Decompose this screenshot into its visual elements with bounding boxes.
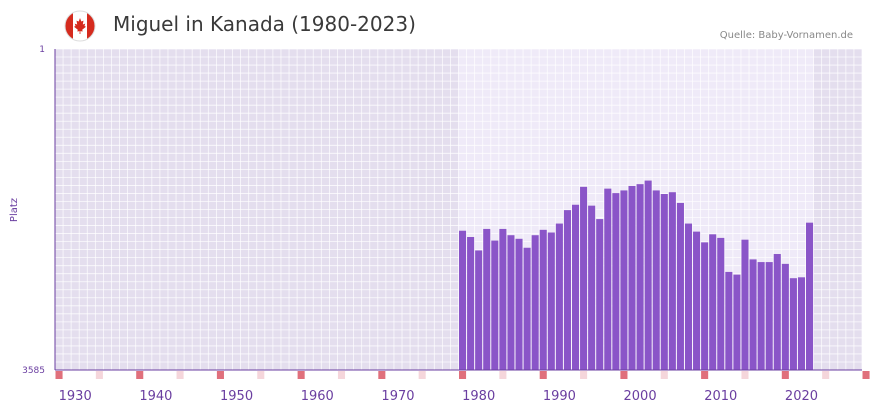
bar-1999: [628, 185, 636, 370]
bar-2002: [652, 190, 660, 370]
x-tick-2020: 2020: [785, 389, 818, 404]
bar-1988: [539, 229, 547, 370]
x-tick-1980: 1980: [462, 389, 495, 404]
bar-1985: [515, 238, 523, 370]
bar-1983: [499, 228, 507, 370]
marker-decade: [136, 371, 144, 379]
marker-decade: [459, 371, 467, 379]
marker-half-decade: [176, 371, 184, 379]
marker-half-decade: [418, 371, 426, 379]
marker-decade: [539, 371, 547, 379]
x-tick-1940: 1940: [139, 389, 172, 404]
bar-1995: [596, 219, 604, 370]
bar-1998: [620, 190, 628, 370]
bar-1993: [580, 186, 588, 370]
bar-2003: [660, 194, 668, 370]
bar-2007: [693, 231, 701, 370]
marker-half-decade: [95, 371, 103, 379]
bar-1992: [571, 204, 580, 370]
x-tick-1990: 1990: [543, 389, 576, 404]
bar-1980: [475, 250, 483, 370]
bar-2006: [684, 223, 693, 370]
bar-2000: [636, 184, 644, 370]
bar-1991: [563, 210, 571, 370]
y-tick-bottom: 3585: [22, 366, 45, 376]
axes: [54, 49, 862, 371]
bar-1981: [483, 228, 491, 370]
canada-flag-icon: [64, 10, 96, 42]
marker-half-decade: [822, 371, 830, 379]
bar-2017: [773, 254, 781, 370]
bar-2016: [765, 262, 773, 370]
marker-decade: [701, 371, 709, 379]
y-tick-top: 1: [39, 45, 45, 55]
bar-1989: [547, 232, 555, 370]
marker-half-decade: [741, 371, 749, 379]
bar-2021: [806, 222, 814, 370]
bar-2014: [749, 259, 757, 370]
source-credit: Quelle: Baby-Vornamen.de: [719, 30, 853, 41]
bar-2011: [725, 271, 733, 370]
bar-1986: [523, 247, 531, 370]
x-tick-2010: 2010: [704, 389, 737, 404]
x-tick-1930: 1930: [59, 389, 92, 404]
marker-decade: [781, 371, 789, 379]
x-tick-2000: 2000: [624, 389, 657, 404]
marker-decade: [378, 371, 386, 379]
tick-labels: 1 3585 1930 1940 1950 1960 1970 1980 1990 2000 201…: [22, 45, 818, 404]
bar-1990: [555, 223, 563, 370]
bar-1982: [491, 240, 499, 370]
marker-half-decade: [580, 371, 588, 379]
bar-2009: [709, 234, 717, 370]
bar-1979: [467, 236, 475, 370]
bar-2020: [797, 277, 806, 370]
bar-2019: [789, 278, 797, 370]
x-tick-1950: 1950: [220, 389, 253, 404]
x-tick-1970: 1970: [381, 389, 414, 404]
marker-half-decade: [337, 371, 346, 379]
decade-markers: [55, 371, 870, 379]
marker-half-decade: [499, 371, 507, 379]
bar-2001: [644, 180, 652, 370]
bar-2018: [781, 263, 789, 370]
marker-decade: [55, 371, 63, 379]
bar-1987: [531, 235, 539, 370]
bar-2005: [676, 202, 684, 370]
marker-decade: [862, 371, 870, 379]
bar-2008: [701, 242, 709, 370]
bar-2012: [733, 274, 741, 370]
chart-title: Miguel in Kanada (1980-2023): [113, 12, 416, 36]
marker-half-decade: [257, 371, 265, 379]
bar-1984: [507, 235, 515, 370]
bar-1996: [604, 188, 612, 370]
marker-decade: [216, 371, 224, 379]
bar-1997: [612, 193, 620, 370]
bar-1978: [459, 230, 467, 370]
marker-decade: [297, 371, 305, 379]
bar-2013: [741, 239, 749, 370]
bar-2015: [757, 262, 765, 370]
marker-decade: [620, 371, 628, 379]
bar-1994: [588, 205, 596, 370]
bars: [459, 180, 814, 370]
bar-2010: [717, 237, 725, 370]
grid-lines: [54, 48, 863, 371]
x-tick-1960: 1960: [301, 389, 334, 404]
bar-2004: [668, 192, 676, 370]
marker-half-decade: [660, 371, 668, 379]
